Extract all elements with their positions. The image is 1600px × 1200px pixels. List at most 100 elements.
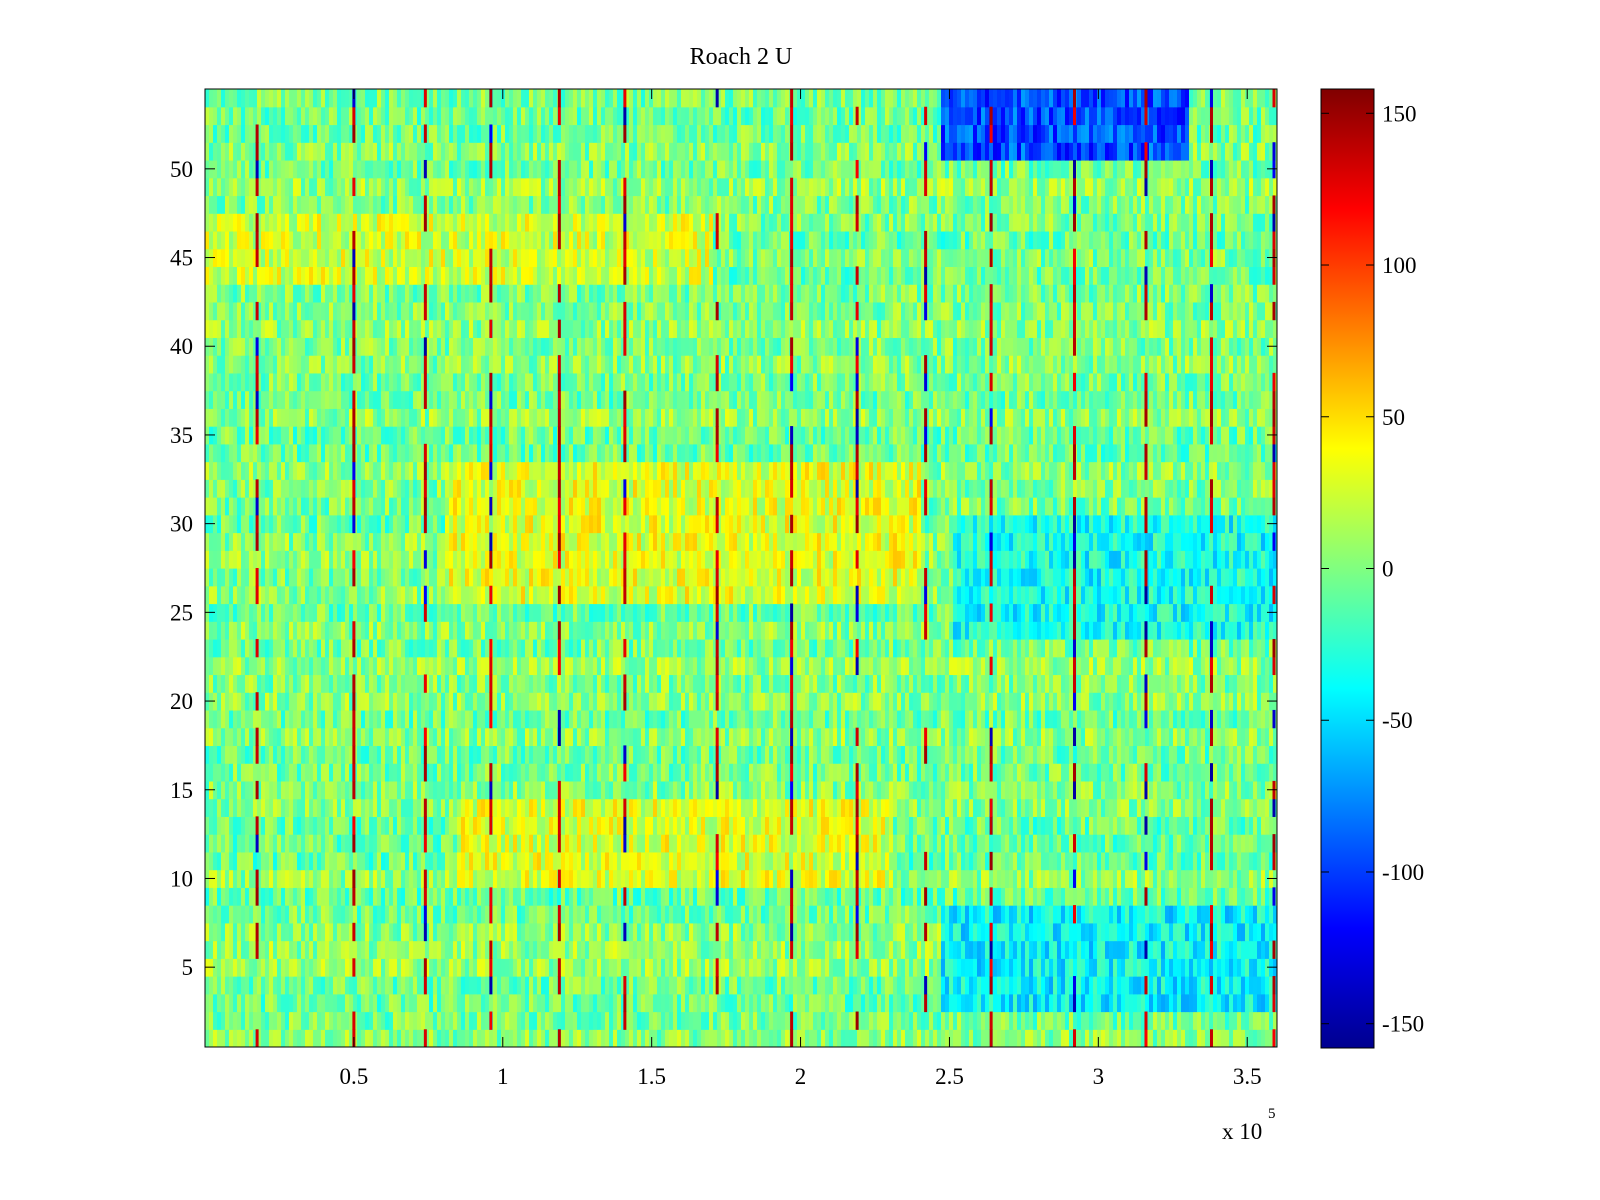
- heatmap-cell: [785, 709, 790, 729]
- heatmap-cell: [1257, 940, 1262, 959]
- heatmap-cell: [1101, 816, 1106, 835]
- heatmap-cell: [653, 745, 658, 764]
- heatmap-cell: [497, 727, 502, 747]
- heatmap-cell: [545, 851, 550, 871]
- heatmap-cell: [321, 763, 326, 782]
- heatmap-cell: [625, 816, 630, 835]
- heatmap-cell: [1137, 851, 1142, 871]
- heatmap-cell: [261, 958, 266, 977]
- heatmap-cell: [585, 940, 590, 959]
- heatmap-cell: [1053, 745, 1058, 764]
- heatmap-cell: [1197, 905, 1202, 924]
- heatmap-cell: [869, 958, 874, 977]
- heatmap-cell: [285, 816, 290, 835]
- heatmap-cell: [385, 887, 390, 906]
- heatmap-cell: [257, 745, 262, 764]
- heatmap-cell: [321, 798, 326, 817]
- heatmap-cell: [401, 922, 406, 942]
- heatmap-cell: [561, 905, 566, 924]
- heatmap-cell: [837, 798, 842, 817]
- heatmap-cell: [1253, 834, 1258, 853]
- heatmap-cell: [325, 940, 330, 959]
- heatmap-cell: [1029, 922, 1034, 942]
- heatmap-cell: [1025, 993, 1030, 1013]
- heatmap-cell: [801, 922, 806, 942]
- heatmap-cell: [429, 798, 434, 817]
- heatmap-cell: [269, 905, 274, 924]
- heatmap-cell: [573, 709, 578, 729]
- heatmap-cell: [1217, 798, 1222, 817]
- heatmap-cell: [433, 869, 438, 888]
- heatmap-cell: [425, 709, 430, 729]
- heatmap-cell: [1269, 745, 1274, 764]
- heatmap-cell: [1125, 851, 1130, 871]
- heatmap-cell: [1165, 993, 1170, 1013]
- heatmap-cell: [793, 869, 798, 888]
- heatmap-cell: [713, 976, 718, 995]
- heatmap-cell: [629, 976, 634, 995]
- heatmap-cell: [1249, 727, 1254, 747]
- heatmap-cell: [1037, 869, 1042, 888]
- heatmap-cell: [325, 887, 330, 906]
- heatmap-cell: [1241, 834, 1246, 853]
- heatmap-cell: [869, 709, 874, 729]
- heatmap-cell: [569, 834, 574, 853]
- heatmap-cell: [397, 887, 402, 906]
- heatmap-cell: [841, 905, 846, 924]
- heatmap-cell: [469, 887, 474, 906]
- heatmap-cell: [885, 1011, 890, 1030]
- heatmap-cell: [941, 887, 946, 906]
- heatmap-cell: [297, 834, 302, 853]
- heatmap-cell: [1029, 976, 1034, 995]
- heatmap-cell: [221, 958, 226, 977]
- heatmap-cell: [305, 1029, 310, 1047]
- heatmap-cell: [1001, 834, 1006, 853]
- heatmap-cell: [361, 816, 366, 835]
- heatmap-cell: [377, 1011, 382, 1030]
- heatmap-cell: [341, 922, 346, 942]
- heatmap-cell: [945, 887, 950, 906]
- heatmap-cell: [313, 993, 318, 1013]
- heatmap-cell: [1197, 816, 1202, 835]
- heatmap-cell: [849, 816, 854, 835]
- heatmap-cell: [533, 869, 538, 888]
- heatmap-cell: [865, 1011, 870, 1030]
- heatmap-cell: [209, 1029, 214, 1047]
- heatmap-cell: [941, 816, 946, 835]
- heatmap-cell: [509, 798, 514, 817]
- heatmap-cell: [309, 727, 314, 747]
- heatmap-cell: [829, 993, 834, 1013]
- heatmap-cell: [697, 727, 702, 747]
- heatmap-cell: [205, 798, 210, 817]
- heatmap-cell: [389, 993, 394, 1013]
- heatmap-cell: [585, 905, 590, 924]
- heatmap-cell: [1265, 976, 1270, 995]
- heatmap-cell: [921, 851, 926, 871]
- heatmap-cell: [665, 869, 670, 888]
- heatmap-cell: [241, 940, 246, 959]
- heatmap-cell: [945, 958, 950, 977]
- heatmap-cell: [249, 1029, 254, 1047]
- heatmap-cell: [673, 887, 678, 906]
- heatmap-cell: [701, 887, 706, 906]
- heatmap-cell: [641, 1029, 646, 1047]
- heatmap-cell: [441, 709, 446, 729]
- heatmap-cell: [1221, 993, 1226, 1013]
- heatmap-cell: [409, 1029, 414, 1047]
- heatmap-cell: [473, 940, 478, 959]
- heatmap-cell: [245, 709, 250, 729]
- heatmap-cell: [785, 869, 790, 888]
- heatmap-cell: [1085, 763, 1090, 782]
- heatmap-cell: [477, 976, 482, 995]
- heatmap-cell: [1177, 834, 1182, 853]
- heatmap-cell: [381, 905, 386, 924]
- heatmap-cell: [289, 780, 294, 800]
- heatmap-cell: [413, 851, 418, 871]
- heatmap-cell: [685, 922, 690, 942]
- heatmap-cell: [277, 1029, 282, 1047]
- heatmap-cell: [1069, 763, 1074, 782]
- heatmap-cell: [381, 1029, 386, 1047]
- heatmap-cell: [433, 993, 438, 1013]
- heatmap-cell: [381, 958, 386, 977]
- heatmap-cell: [349, 816, 354, 835]
